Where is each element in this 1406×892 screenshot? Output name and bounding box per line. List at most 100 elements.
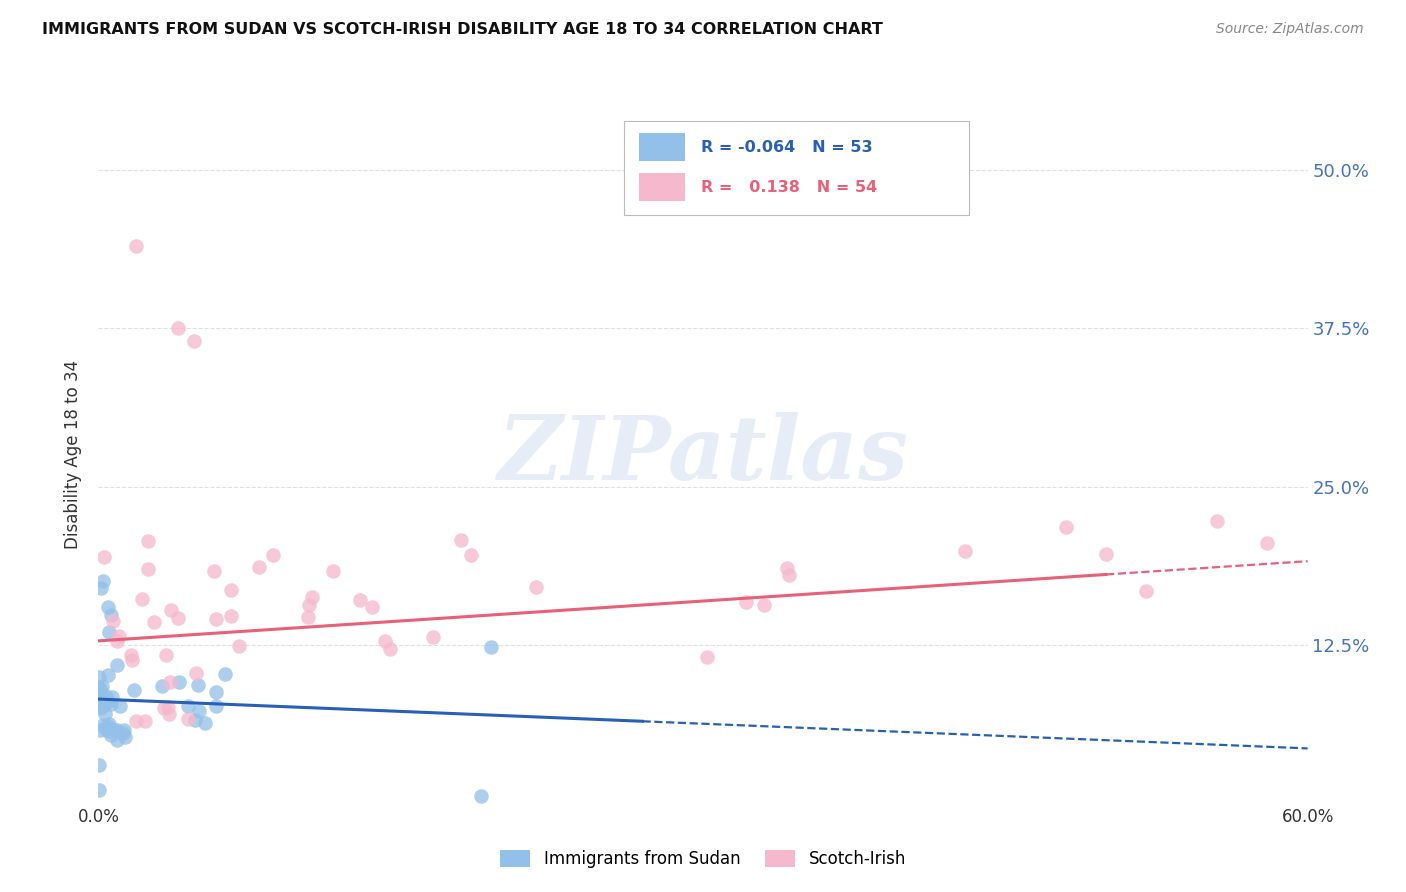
Point bbox=[125, 239, 148, 253]
Point bbox=[159, 603, 181, 617]
Point bbox=[953, 544, 976, 558]
Point bbox=[93, 550, 115, 565]
Point bbox=[90, 686, 112, 700]
Point bbox=[87, 783, 110, 797]
Point bbox=[1054, 520, 1077, 534]
Point bbox=[105, 633, 128, 648]
Point bbox=[125, 714, 148, 728]
Point bbox=[262, 548, 284, 562]
Point bbox=[136, 562, 159, 576]
Point bbox=[134, 714, 156, 728]
Point bbox=[89, 681, 111, 696]
Point bbox=[470, 789, 492, 804]
Point bbox=[752, 598, 775, 612]
Point bbox=[89, 698, 111, 712]
Point bbox=[194, 716, 217, 731]
Point bbox=[167, 674, 190, 689]
Point bbox=[380, 642, 402, 657]
Point bbox=[105, 733, 128, 747]
Point bbox=[121, 653, 143, 667]
FancyBboxPatch shape bbox=[638, 134, 685, 161]
Point bbox=[360, 599, 382, 614]
Point bbox=[184, 713, 207, 727]
Point bbox=[301, 590, 323, 604]
Point bbox=[157, 700, 180, 714]
Point bbox=[1095, 547, 1118, 561]
Point bbox=[228, 639, 250, 653]
Point bbox=[166, 611, 188, 625]
Text: R =   0.138   N = 54: R = 0.138 N = 54 bbox=[700, 179, 877, 194]
Point bbox=[103, 723, 125, 737]
Point bbox=[122, 683, 145, 698]
Point bbox=[138, 533, 160, 548]
Point bbox=[349, 593, 371, 607]
Point bbox=[374, 634, 396, 648]
Point bbox=[153, 701, 176, 715]
Point bbox=[150, 679, 173, 693]
Legend: Immigrants from Sudan, Scotch-Irish: Immigrants from Sudan, Scotch-Irish bbox=[494, 843, 912, 874]
Point bbox=[696, 650, 718, 665]
FancyBboxPatch shape bbox=[624, 121, 969, 215]
Point bbox=[205, 612, 228, 626]
Point bbox=[105, 658, 128, 673]
Point bbox=[100, 698, 122, 712]
Point bbox=[103, 614, 125, 628]
Point bbox=[87, 685, 110, 699]
Point bbox=[1256, 536, 1278, 550]
Point bbox=[184, 666, 207, 681]
Point bbox=[155, 648, 177, 663]
Point bbox=[89, 757, 111, 772]
Point bbox=[177, 699, 200, 714]
Point bbox=[214, 667, 236, 681]
Point bbox=[97, 668, 120, 682]
Point bbox=[157, 707, 180, 722]
Point bbox=[90, 581, 112, 595]
Point bbox=[734, 595, 756, 609]
Point bbox=[91, 574, 114, 589]
Point bbox=[247, 560, 270, 574]
Point bbox=[297, 610, 319, 624]
Point bbox=[112, 723, 135, 737]
Point bbox=[96, 689, 118, 703]
Point bbox=[97, 599, 120, 614]
Point bbox=[100, 607, 122, 622]
Text: R = -0.064   N = 53: R = -0.064 N = 53 bbox=[700, 140, 872, 155]
Point bbox=[778, 568, 800, 582]
Text: ZIPatlas: ZIPatlas bbox=[498, 412, 908, 498]
Point bbox=[101, 690, 124, 704]
Point bbox=[1135, 583, 1157, 598]
Point bbox=[91, 679, 114, 693]
Point bbox=[93, 721, 115, 735]
Point bbox=[87, 670, 110, 684]
Point bbox=[108, 629, 131, 643]
Point bbox=[422, 630, 444, 644]
Text: IMMIGRANTS FROM SUDAN VS SCOTCH-IRISH DISABILITY AGE 18 TO 34 CORRELATION CHART: IMMIGRANTS FROM SUDAN VS SCOTCH-IRISH DI… bbox=[42, 22, 883, 37]
Point bbox=[94, 707, 117, 722]
Point bbox=[481, 640, 503, 654]
Point bbox=[131, 592, 153, 607]
Point bbox=[142, 615, 165, 629]
Point bbox=[205, 699, 228, 714]
Point bbox=[100, 728, 122, 742]
Point bbox=[183, 334, 205, 348]
Point bbox=[93, 698, 115, 713]
Point bbox=[97, 720, 120, 734]
Point bbox=[776, 560, 799, 574]
Point bbox=[114, 730, 136, 744]
Point bbox=[202, 564, 225, 578]
Point bbox=[97, 694, 120, 708]
Point bbox=[111, 726, 134, 740]
Point bbox=[219, 583, 242, 598]
Point bbox=[89, 701, 111, 715]
Y-axis label: Disability Age 18 to 34: Disability Age 18 to 34 bbox=[65, 360, 83, 549]
Point bbox=[205, 685, 228, 699]
Point bbox=[188, 704, 211, 718]
Point bbox=[105, 723, 128, 737]
Point bbox=[89, 681, 111, 696]
Point bbox=[298, 598, 321, 612]
Point bbox=[322, 564, 344, 578]
Point bbox=[120, 648, 142, 663]
Point bbox=[219, 609, 242, 624]
Point bbox=[97, 724, 120, 739]
Point bbox=[159, 674, 181, 689]
